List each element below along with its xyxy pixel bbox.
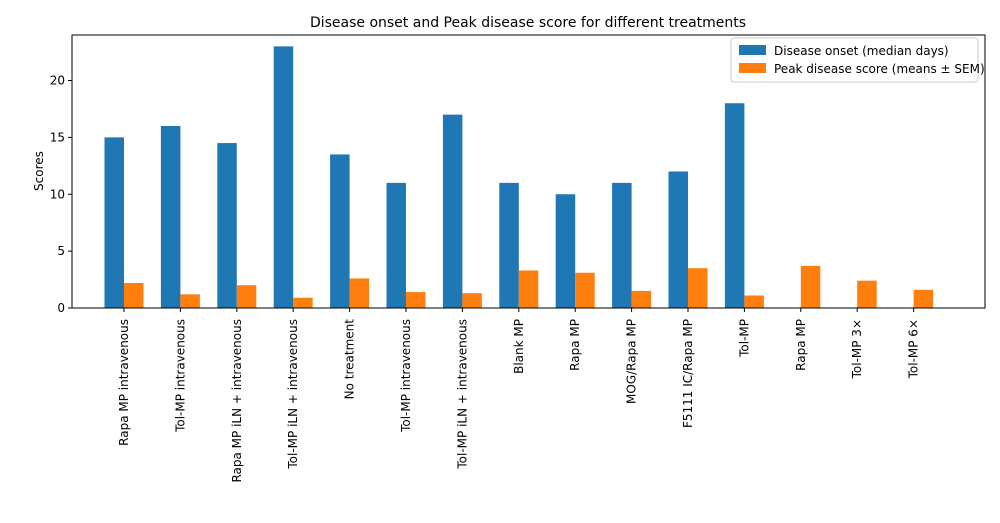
bar-onset-10 bbox=[668, 171, 688, 308]
legend-box bbox=[730, 37, 979, 83]
x-tick-label: Tol-MP bbox=[737, 319, 751, 358]
y-tick-label: 20 bbox=[50, 74, 65, 88]
bar-onset-6 bbox=[442, 114, 463, 309]
bar-peak-3 bbox=[293, 297, 313, 308]
y-tick-label: 10 bbox=[50, 187, 65, 201]
bar-peak-12 bbox=[800, 265, 821, 308]
x-tick-label: No treatment bbox=[343, 319, 357, 400]
bar-peak-9 bbox=[631, 290, 652, 308]
bar-peak-13 bbox=[857, 280, 877, 308]
y-axis-label: Scores bbox=[32, 151, 46, 191]
chart-title: Disease onset and Peak disease score for… bbox=[310, 15, 746, 31]
bar-onset-7 bbox=[499, 182, 519, 309]
x-tick-label: Tol-MP 3× bbox=[850, 319, 864, 379]
bar-onset-0 bbox=[104, 137, 124, 309]
x-tick-label: Rapa MP iLN + intravenous bbox=[230, 319, 244, 483]
bar-peak-8 bbox=[575, 272, 595, 308]
axes-layer: 0 5 10 15 20 Rapa MP intravenous Tol-MP intrav… bbox=[50, 34, 986, 483]
legend-label-peak: Peak disease score (means ± SEM) bbox=[774, 62, 985, 76]
x-tick-label: Rapa MP intravenous bbox=[117, 319, 131, 446]
bar-onset-4 bbox=[330, 154, 350, 308]
x-tick-label: F5111 IC/Rapa MP bbox=[681, 319, 695, 428]
x-tick-label: Rapa MP bbox=[794, 319, 808, 371]
bar-peak-2 bbox=[236, 285, 257, 308]
bar-peak-6 bbox=[462, 293, 482, 308]
plot-frame bbox=[71, 34, 986, 309]
x-tick-label: Rapa MP bbox=[568, 319, 582, 371]
x-tick-label: MOG/Rapa MP bbox=[625, 319, 639, 404]
y-tick-label: 0 bbox=[57, 301, 65, 315]
bar-onset-5 bbox=[386, 182, 406, 309]
x-tick-label: Tol-MP iLN + intravenous bbox=[455, 319, 469, 470]
legend-swatch-onset bbox=[739, 45, 766, 55]
x-tick-label: Tol-MP iLN + intravenous bbox=[286, 319, 300, 470]
legend-label-onset: Disease onset (median days) bbox=[774, 44, 949, 58]
bar-peak-10 bbox=[688, 268, 708, 308]
bar-onset-2 bbox=[217, 143, 237, 308]
bar-onset-3 bbox=[273, 46, 294, 309]
x-tick-label: Tol-MP 6× bbox=[907, 319, 921, 379]
bar-peak-5 bbox=[406, 292, 426, 308]
bar-peak-1 bbox=[180, 294, 200, 308]
y-tick-label: 15 bbox=[50, 130, 65, 144]
y-tick-label: 5 bbox=[57, 244, 65, 258]
bar-onset-9 bbox=[612, 182, 632, 309]
bar-peak-0 bbox=[124, 282, 144, 308]
x-tick-label: Tol-MP intravenous bbox=[399, 319, 413, 433]
bar-onset-11 bbox=[724, 103, 745, 308]
bars-layer bbox=[104, 46, 934, 309]
legend-swatch-peak bbox=[739, 63, 766, 73]
x-tick-label: Tol-MP intravenous bbox=[173, 319, 187, 433]
x-tick-label: Blank MP bbox=[512, 319, 526, 374]
bar-peak-4 bbox=[349, 278, 370, 308]
bar-onset-1 bbox=[160, 126, 181, 308]
bar-peak-7 bbox=[518, 270, 539, 308]
bar-peak-11 bbox=[744, 295, 764, 308]
bar-peak-14 bbox=[913, 289, 934, 308]
legend: Disease onset (median days) Peak disease … bbox=[730, 37, 985, 83]
bar-onset-8 bbox=[555, 194, 576, 308]
